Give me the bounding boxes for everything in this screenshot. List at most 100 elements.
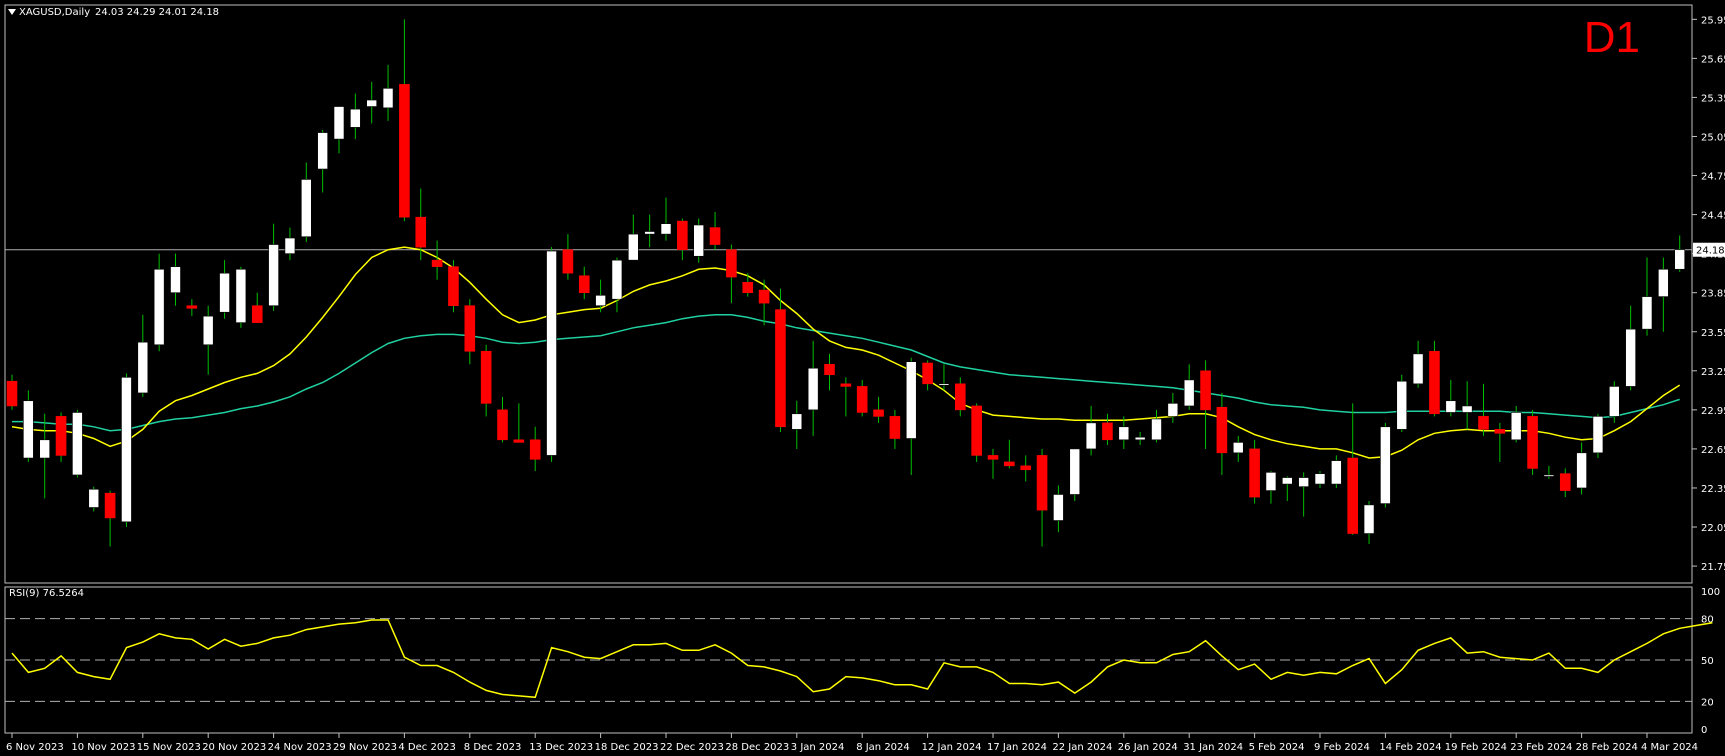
- candle[interactable]: [742, 273, 754, 297]
- candle[interactable]: [1167, 392, 1179, 423]
- candle[interactable]: [840, 377, 852, 417]
- candle[interactable]: [300, 162, 312, 242]
- candle[interactable]: [1592, 413, 1604, 459]
- candle[interactable]: [1020, 455, 1032, 482]
- candle[interactable]: [1609, 381, 1620, 423]
- candle[interactable]: [824, 353, 835, 391]
- candle[interactable]: [170, 253, 181, 306]
- candle[interactable]: [1478, 383, 1489, 436]
- candle[interactable]: [55, 412, 67, 462]
- candle[interactable]: [1036, 448, 1048, 547]
- candle[interactable]: [333, 106, 345, 154]
- candle[interactable]: [1380, 422, 1391, 508]
- candle[interactable]: [677, 218, 688, 261]
- candle[interactable]: [1282, 476, 1293, 501]
- candle[interactable]: [464, 299, 476, 365]
- candle[interactable]: [873, 396, 884, 423]
- candle[interactable]: [317, 129, 328, 193]
- candle[interactable]: [889, 409, 901, 449]
- candle[interactable]: [1429, 340, 1440, 417]
- candle[interactable]: [415, 188, 427, 261]
- candle[interactable]: [595, 279, 606, 313]
- candle[interactable]: [922, 360, 933, 391]
- candle[interactable]: [399, 19, 410, 222]
- candle[interactable]: [1347, 403, 1358, 535]
- candle[interactable]: [121, 373, 132, 528]
- candle[interactable]: [660, 197, 672, 241]
- candle[interactable]: [1314, 471, 1326, 488]
- candle[interactable]: [1625, 305, 1636, 391]
- candle[interactable]: [382, 64, 394, 121]
- candle[interactable]: [153, 253, 165, 352]
- candle[interactable]: [1298, 472, 1309, 517]
- candle[interactable]: [1641, 257, 1653, 336]
- candle[interactable]: [1510, 405, 1522, 443]
- candle[interactable]: [1004, 439, 1015, 469]
- candle[interactable]: [938, 364, 950, 391]
- candle[interactable]: [431, 240, 443, 280]
- candle[interactable]: [448, 260, 459, 313]
- candle[interactable]: [366, 81, 378, 124]
- candle[interactable]: [791, 400, 803, 449]
- candle[interactable]: [1216, 392, 1228, 475]
- candle[interactable]: [1674, 235, 1685, 272]
- candle[interactable]: [529, 426, 541, 472]
- candle[interactable]: [611, 257, 623, 313]
- candle[interactable]: [987, 448, 999, 479]
- candle[interactable]: [104, 490, 116, 547]
- candle[interactable]: [251, 292, 263, 323]
- candle[interactable]: [562, 234, 574, 280]
- candle[interactable]: [709, 211, 721, 250]
- candle[interactable]: [1576, 442, 1587, 495]
- candle[interactable]: [971, 403, 982, 462]
- candle[interactable]: [1658, 257, 1669, 332]
- candle[interactable]: [807, 340, 819, 436]
- candle[interactable]: [480, 344, 492, 417]
- candle[interactable]: [1249, 439, 1260, 504]
- candle[interactable]: [350, 93, 361, 140]
- candle[interactable]: [1118, 416, 1130, 449]
- candle[interactable]: [1543, 465, 1555, 479]
- candle[interactable]: [1069, 448, 1081, 501]
- candle[interactable]: [1134, 431, 1146, 446]
- candle[interactable]: [235, 266, 247, 328]
- candle[interactable]: [578, 266, 590, 300]
- candle[interactable]: [644, 214, 655, 248]
- candle[interactable]: [1053, 485, 1064, 533]
- candle[interactable]: [546, 247, 557, 462]
- candle[interactable]: [1331, 455, 1342, 488]
- triangle-down-icon[interactable]: [8, 9, 16, 15]
- candle[interactable]: [954, 377, 966, 417]
- candle[interactable]: [72, 409, 83, 478]
- candle[interactable]: [1461, 381, 1473, 430]
- candle[interactable]: [1232, 435, 1244, 462]
- candle[interactable]: [1102, 413, 1113, 446]
- candle[interactable]: [268, 223, 279, 311]
- candle[interactable]: [726, 244, 737, 304]
- candle[interactable]: [905, 357, 917, 475]
- candle[interactable]: [513, 403, 525, 443]
- candle[interactable]: [1412, 340, 1424, 388]
- candle[interactable]: [1183, 364, 1195, 410]
- candle[interactable]: [1265, 471, 1277, 504]
- candle[interactable]: [1559, 468, 1571, 498]
- candle[interactable]: [137, 314, 149, 397]
- candle[interactable]: [693, 218, 705, 263]
- candle[interactable]: [1085, 405, 1097, 456]
- candle[interactable]: [758, 279, 770, 326]
- candle[interactable]: [219, 260, 230, 319]
- candle[interactable]: [1200, 360, 1211, 449]
- candle[interactable]: [1445, 379, 1457, 417]
- candle[interactable]: [88, 486, 100, 512]
- candle[interactable]: [856, 379, 868, 417]
- candle[interactable]: [202, 305, 214, 375]
- candle[interactable]: [186, 299, 198, 317]
- candle[interactable]: [1396, 374, 1408, 432]
- candle[interactable]: [284, 227, 296, 261]
- candle[interactable]: [1363, 500, 1375, 544]
- candle[interactable]: [627, 214, 639, 261]
- candle[interactable]: [1151, 409, 1162, 443]
- candle[interactable]: [39, 413, 51, 499]
- candle[interactable]: [497, 396, 508, 443]
